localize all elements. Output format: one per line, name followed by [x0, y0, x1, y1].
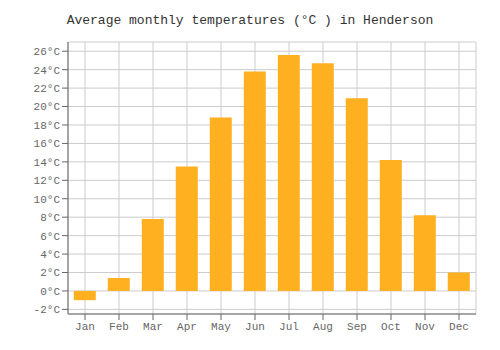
svg-text:0°C: 0°C: [40, 286, 60, 298]
svg-text:26°C: 26°C: [34, 46, 61, 58]
svg-text:16°C: 16°C: [34, 138, 61, 150]
svg-text:Nov: Nov: [415, 321, 435, 333]
svg-text:Oct: Oct: [381, 321, 401, 333]
svg-text:20°C: 20°C: [34, 101, 61, 113]
svg-text:Apr: Apr: [177, 321, 197, 333]
svg-text:-2°C: -2°C: [34, 304, 61, 316]
svg-text:2°C: 2°C: [40, 267, 60, 279]
svg-text:Dec: Dec: [449, 321, 469, 333]
svg-text:Aug: Aug: [313, 321, 333, 333]
svg-text:10°C: 10°C: [34, 194, 61, 206]
svg-text:May: May: [211, 321, 231, 333]
svg-text:8°C: 8°C: [40, 212, 60, 224]
svg-text:24°C: 24°C: [34, 65, 61, 77]
svg-text:4°C: 4°C: [40, 249, 60, 261]
svg-text:22°C: 22°C: [34, 83, 61, 95]
svg-text:6°C: 6°C: [40, 231, 60, 243]
svg-text:Sep: Sep: [347, 321, 367, 333]
svg-text:Mar: Mar: [143, 321, 163, 333]
svg-text:12°C: 12°C: [34, 175, 61, 187]
svg-text:Jan: Jan: [75, 321, 95, 333]
svg-text:Jun: Jun: [245, 321, 265, 333]
svg-text:14°C: 14°C: [34, 157, 61, 169]
html-text:Average monthly temperatures (: Average monthly temperatures (°C ) in He…: [66, 13, 434, 28]
svg-text:Feb: Feb: [109, 321, 129, 333]
svg-text:Jul: Jul: [279, 321, 299, 333]
svg-text:18°C: 18°C: [34, 120, 61, 132]
